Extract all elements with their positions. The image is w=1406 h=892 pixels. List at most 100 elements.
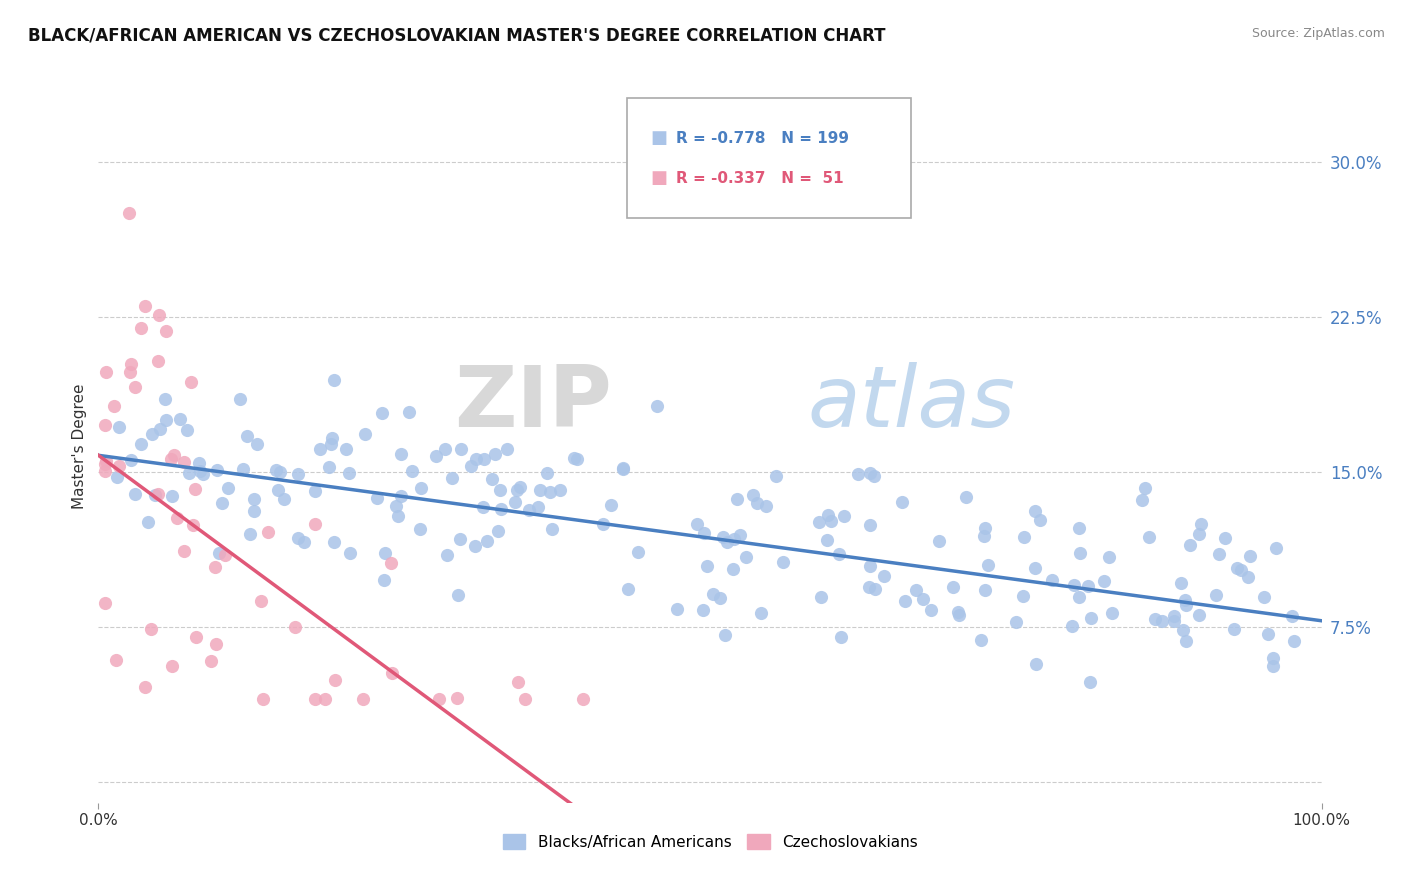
Point	[105, 469, 128, 483]
Point	[308, 442, 330, 456]
Point	[243, 504, 266, 518]
Point	[381, 665, 404, 680]
Point	[314, 692, 336, 706]
Point	[389, 489, 412, 503]
Point	[1137, 530, 1160, 544]
Point	[713, 628, 735, 642]
Point	[1069, 521, 1091, 535]
Point	[1132, 493, 1154, 508]
Point	[141, 622, 163, 636]
Point	[716, 535, 738, 549]
Point	[696, 559, 718, 574]
Point	[460, 458, 482, 473]
Text: R = -0.778   N = 199: R = -0.778 N = 199	[676, 131, 849, 145]
Point	[905, 582, 928, 597]
Point	[489, 483, 512, 497]
Point	[946, 605, 969, 619]
Point	[1230, 563, 1253, 577]
Point	[389, 447, 412, 461]
Point	[120, 366, 142, 380]
Point	[284, 620, 307, 634]
Point	[859, 558, 882, 573]
Point	[527, 500, 550, 514]
Point	[321, 432, 343, 446]
Point	[508, 480, 530, 494]
Point	[134, 299, 156, 313]
Point	[169, 411, 191, 425]
Point	[728, 528, 751, 542]
Point	[505, 495, 527, 509]
Point	[1282, 634, 1305, 648]
Point	[229, 392, 252, 407]
Point	[124, 380, 146, 394]
Point	[1078, 675, 1101, 690]
Point	[815, 533, 838, 547]
Point	[339, 546, 361, 560]
Point	[1264, 541, 1286, 556]
Point	[148, 308, 170, 322]
Point	[1189, 517, 1212, 532]
Point	[592, 517, 614, 532]
Point	[173, 544, 195, 558]
Point	[820, 514, 842, 528]
Point	[1239, 549, 1261, 563]
Point	[749, 607, 772, 621]
Point	[304, 483, 326, 498]
Point	[846, 467, 869, 482]
Point	[1208, 548, 1230, 562]
Point	[1213, 531, 1236, 545]
Point	[755, 499, 778, 513]
Point	[1012, 530, 1035, 544]
Point	[911, 591, 934, 606]
Point	[250, 594, 273, 608]
Point	[449, 533, 471, 547]
Point	[970, 633, 993, 648]
Point	[246, 437, 269, 451]
Point	[506, 483, 529, 497]
Point	[380, 556, 402, 570]
Point	[617, 582, 640, 597]
Point	[273, 491, 295, 506]
Point	[721, 562, 744, 576]
Point	[612, 461, 634, 475]
Legend: Blacks/African Americans, Czechoslovakians: Blacks/African Americans, Czechoslovakia…	[496, 828, 924, 855]
Point	[441, 471, 464, 485]
Point	[94, 454, 117, 468]
Point	[464, 451, 486, 466]
Point	[436, 548, 458, 562]
Point	[184, 630, 207, 644]
Point	[920, 603, 942, 617]
Point	[292, 535, 315, 549]
Point	[232, 462, 254, 476]
Point	[366, 491, 388, 505]
Point	[120, 453, 142, 467]
Point	[155, 324, 177, 338]
Point	[828, 547, 851, 561]
Point	[409, 482, 432, 496]
Point	[538, 484, 561, 499]
Point	[665, 602, 688, 616]
Point	[323, 534, 346, 549]
Point	[1080, 610, 1102, 624]
Point	[176, 423, 198, 437]
Point	[143, 488, 166, 502]
Point	[1257, 627, 1279, 641]
Point	[217, 482, 239, 496]
Point	[1174, 592, 1197, 607]
Point	[446, 691, 468, 706]
Point	[409, 522, 432, 536]
Point	[873, 568, 896, 582]
Point	[725, 491, 748, 506]
Point	[208, 546, 231, 560]
Point	[371, 406, 394, 420]
Point	[134, 680, 156, 694]
Point	[832, 509, 855, 524]
Point	[104, 653, 127, 667]
Point	[1077, 578, 1099, 592]
Point	[858, 517, 880, 532]
Point	[318, 460, 340, 475]
Text: ■: ■	[651, 169, 668, 187]
Point	[160, 658, 183, 673]
Point	[517, 502, 540, 516]
Point	[894, 594, 917, 608]
